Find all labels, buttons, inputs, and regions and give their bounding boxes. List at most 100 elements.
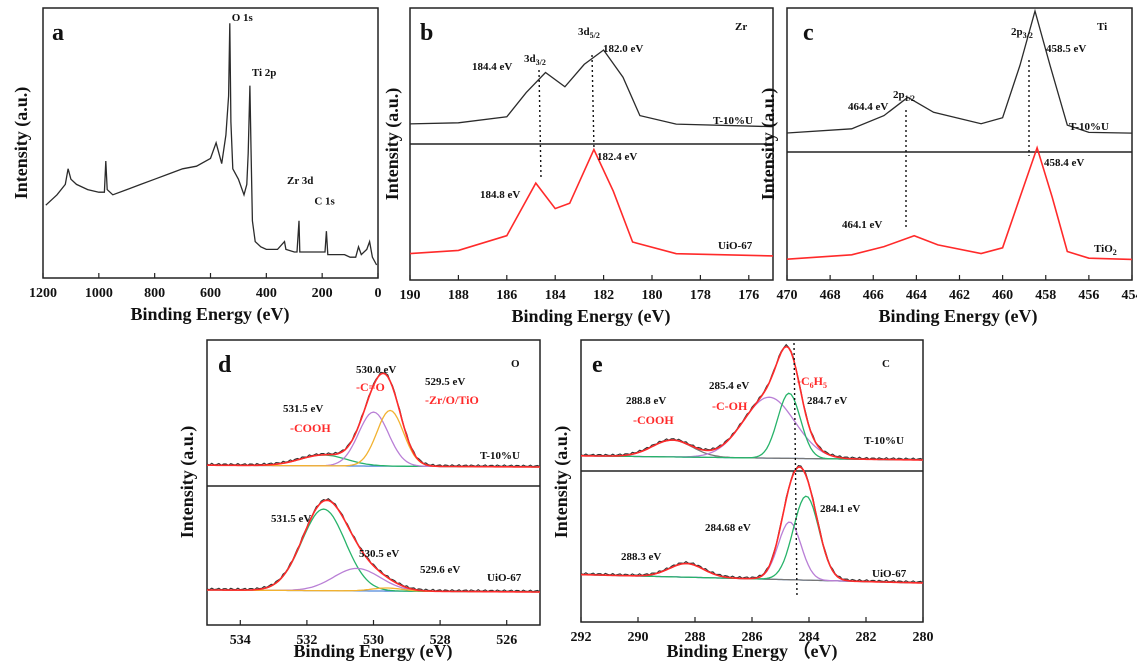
panel-a-annotation-c1s: C 1s	[314, 195, 335, 207]
panel-b-3d32-main: 3d	[524, 53, 536, 65]
e-raw-spectrum	[580, 343, 924, 461]
panel-b-annotation-3d32: 3d3/2	[524, 53, 546, 67]
panel-b-annotation-1848: 184.8 eV	[480, 189, 520, 201]
panel-e-c6h5-sub6: 6	[810, 381, 814, 390]
panel-c-letter: c	[803, 20, 814, 46]
panel-d-annotation-zroti: -Zr/O/TiO	[425, 393, 479, 407]
panel-b-tick-label: 176	[738, 288, 759, 303]
panel-e-top-fit	[580, 343, 924, 461]
panel-d-xlabel: Binding Energy (eV)	[293, 641, 452, 662]
panel-e-sample-top: T-10%U	[864, 435, 904, 447]
panel-a-annotation-ti2p: Ti 2p	[252, 67, 277, 79]
panel-c-tick-label: 466	[863, 288, 884, 303]
panel-e-tick-label: 280	[913, 630, 934, 645]
panel-b-series-uio67	[409, 147, 774, 257]
panel-b-tick-label: 182	[593, 288, 614, 303]
panel-e-bottom-fit	[580, 465, 924, 584]
panel-e-xlabel: Binding Energy （eV)	[666, 641, 837, 662]
panel-c-tick-label: 470	[777, 288, 798, 303]
panel-d-annotation-5295: 529.5 eV	[425, 376, 465, 388]
panel-e-tick-label: 292	[571, 630, 592, 645]
panel-b-sample-top: T-10%U	[713, 115, 753, 127]
e-envelope	[581, 345, 923, 461]
panel-e-annotation-c6h5: -C6H5	[797, 374, 827, 390]
panel-c-tick-label: 464	[906, 288, 927, 303]
panel-d-annotation-b5315: 531.5 eV	[271, 513, 311, 525]
panel-e-annotation-2854: 285.4 eV	[709, 380, 749, 392]
panel-e-annotation-b28468: 284.68 eV	[705, 522, 751, 534]
panel-c-2p12-sub: 1/2	[905, 94, 915, 103]
panel-c-sample-bottom: TiO2	[1094, 243, 1117, 257]
panel-b-3d52-sub: 5/2	[590, 31, 600, 40]
panel-c-tio2-main: TiO	[1094, 243, 1113, 255]
panel-e-ylabel: Intensity (a.u.)	[551, 426, 572, 539]
panel-a: a 1200 1000 800 600 400 200 0 O 1s Ti 2p Zr 3d…	[11, 7, 382, 325]
panel-c-tick-label: 454	[1122, 288, 1137, 303]
panel-c-annotation-4584: 458.4 eV	[1044, 157, 1084, 169]
panel-c-sample-top: T-10%U	[1069, 121, 1109, 133]
panel-e-sample-bottom: UiO-67	[872, 568, 907, 580]
panel-d-annotation-5300: 530.0 eV	[356, 364, 396, 376]
panel-b-tick-label: 180	[642, 288, 663, 303]
d-envelope	[207, 372, 540, 468]
panel-c-annotation-4644: 464.4 eV	[848, 101, 888, 113]
panel-c-annotation-4585: 458.5 eV	[1046, 43, 1086, 55]
e-envelope	[580, 466, 924, 584]
panel-d-annotation-b5305: 530.5 eV	[359, 548, 399, 560]
panel-d-tick-label: 526	[496, 633, 517, 648]
panel-c-series-tio2	[786, 145, 1133, 261]
panel-b-letter: b	[420, 20, 433, 46]
panel-e-c6h5-h: H	[814, 374, 824, 388]
panel-d-tick-label: 532	[296, 633, 317, 648]
panel-e-c6h5-sub5: 5	[823, 381, 827, 390]
d-raw-spectrum	[206, 498, 541, 593]
e-raw-spectrum	[580, 465, 924, 584]
panel-b-xlabel: Binding Energy (eV)	[511, 306, 670, 327]
panel-d-ticks: 534 532 530 528 526	[230, 620, 517, 648]
panel-b-tick-label: 184	[545, 288, 566, 303]
panel-d-tick-label: 528	[430, 633, 451, 648]
panel-d: d O 534 532 530 528 526 531.5 eV -COOH 530.0…	[177, 339, 541, 662]
panel-c-2p12-main: 2p	[893, 89, 905, 101]
panel-a-tick-label: 400	[256, 286, 277, 301]
panel-d-annotation-co: -C=O	[356, 380, 385, 394]
panel-c-tick-label: 456	[1078, 288, 1099, 303]
panel-b-element: Zr	[735, 21, 747, 33]
panel-b-ylabel: Intensity (a.u.)	[382, 88, 403, 201]
panel-b-dotted-left	[538, 69, 542, 179]
panel-b-tick-label: 186	[496, 288, 517, 303]
panel-e-tick-label: 288	[685, 630, 706, 645]
panel-e-element: C	[882, 358, 890, 370]
panel-b-dotted-right	[591, 54, 595, 151]
panel-c-annotation-2p32: 2p3/2	[1011, 26, 1033, 40]
panel-a-tick-label: 1200	[29, 286, 57, 301]
panel-a-annotation-o1s: O 1s	[232, 12, 254, 24]
panel-e-ticks: 292 290 288 286 284 282 280	[571, 617, 934, 645]
panel-e-tick-label: 290	[628, 630, 649, 645]
panel-d-sample-bottom: UiO-67	[487, 572, 522, 584]
panel-c-tick-label: 462	[949, 288, 970, 303]
panel-d-top-fit	[206, 371, 541, 468]
d-envelope	[207, 499, 540, 593]
panel-c-annotation-2p12: 2p1/2	[893, 89, 915, 103]
panel-d-annotation-b5296: 529.6 eV	[420, 564, 460, 576]
panel-d-ylabel: Intensity (a.u.)	[177, 426, 198, 539]
panel-b-sample-bottom: UiO-67	[718, 240, 753, 252]
panel-e-c6h5-c: -C	[797, 374, 810, 388]
panel-b-annotation-1824: 182.4 eV	[597, 151, 637, 163]
panel-a-ticks: 1200 1000 800 600 400 200 0	[29, 273, 382, 301]
panel-d-annotation-5315: 531.5 eV	[283, 403, 323, 415]
panel-e-annotation-2847: 284.7 eV	[807, 395, 847, 407]
panel-c-series-t10u	[786, 8, 1133, 134]
panel-b-series-t10u	[409, 49, 774, 128]
panel-e-annotation-coh: -C-OH	[712, 399, 748, 413]
panel-c-annotation-4641: 464.1 eV	[842, 219, 882, 231]
panel-d-tick-label: 530	[363, 633, 384, 648]
panel-b-3d32-sub: 3/2	[536, 58, 546, 67]
panel-b-annotation-3d52: 3d5/2	[578, 26, 600, 40]
panel-b-annotation-1820: 182.0 eV	[603, 43, 643, 55]
panel-a-letter: a	[52, 20, 64, 46]
panel-c-ticks: 470 468 466 464 462 460 458 456 454	[777, 275, 1137, 303]
panel-c-element: Ti	[1097, 21, 1107, 33]
panel-e-letter: e	[592, 352, 603, 378]
